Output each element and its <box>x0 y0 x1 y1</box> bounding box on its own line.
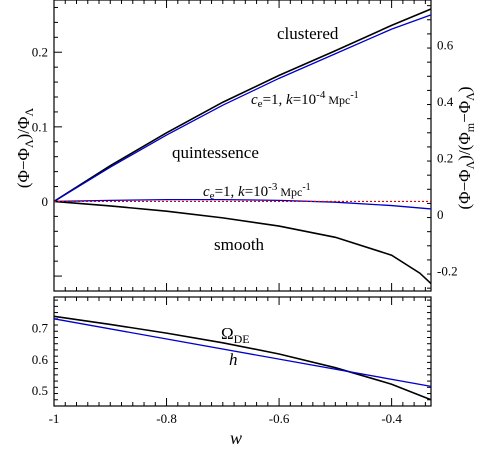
top-left-tick-label: 0.2 <box>32 45 48 60</box>
bottom-y-tick-label: 0.6 <box>32 352 49 367</box>
bottom-panel: 0.5 0.6 0.7 -1 -0.8 -0.6 -0.4 <box>32 296 432 426</box>
label-clustered: clustered <box>277 24 339 43</box>
bottom-x-tick-label: -0.6 <box>269 411 290 426</box>
bottom-x-tick-label: -0.8 <box>156 411 177 426</box>
series-line-2 <box>53 198 432 210</box>
top-left-ylabel: (Φ−ΦΛ)/ΦΛ <box>14 108 36 189</box>
series-line-3 <box>53 200 432 285</box>
label-smooth: smooth <box>214 235 265 254</box>
top-right-tick-label: 0.4 <box>437 94 454 109</box>
bottom-y-tick-label: 0.5 <box>32 383 48 398</box>
top-right-tick-label: -0.2 <box>437 264 458 279</box>
top-right-tick-label: 0.6 <box>437 38 454 53</box>
series-line-1 <box>53 318 432 388</box>
top-right-tick-label: 0.2 <box>437 151 453 166</box>
series-line-0 <box>53 8 432 203</box>
top-right-ylabel: (Φ−ΦΛ)/(Φm−ΦΛ) <box>455 86 477 209</box>
label-omega-de: ΩDE <box>221 324 250 346</box>
top-left-tick-label: 0 <box>42 194 49 209</box>
bottom-x-tick-label: -1 <box>49 411 60 426</box>
x-axis-label: w <box>230 428 242 448</box>
series-line-0 <box>53 315 432 401</box>
top-right-tick-label: 0 <box>437 207 444 222</box>
label-quintessence: quintessence <box>172 143 259 162</box>
label-k4: ce=1, k=10-4 Mpc-1 <box>251 89 359 110</box>
top-left-tick-label: 0.1 <box>32 119 48 134</box>
label-h: h <box>229 350 238 369</box>
bottom-x-tick-label: -0.4 <box>381 411 402 426</box>
bottom-frame <box>53 296 432 407</box>
label-k3: ce=1, k=10-3 Mpc-1 <box>203 181 311 202</box>
top-frame <box>53 0 432 292</box>
top-panel: 0 0.1 0.2 -0.2 0 0.2 0.4 0.6 <box>32 0 458 292</box>
bottom-y-tick-label: 0.7 <box>32 321 49 336</box>
series-line-1 <box>53 14 432 203</box>
